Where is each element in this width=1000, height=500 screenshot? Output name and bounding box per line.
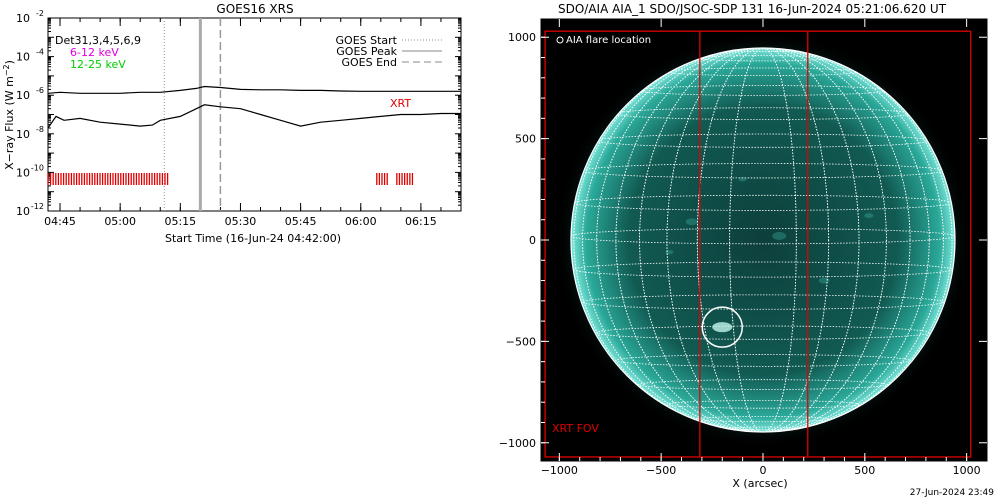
x-tick-label: 05:45: [285, 215, 317, 228]
timestamp: 27-Jun-2024 23:49: [910, 488, 994, 498]
limb-circle: [570, 47, 956, 433]
longitude-line: [696, 47, 830, 433]
latitude-line: [666, 400, 860, 409]
y-tick-label: 10: [16, 12, 30, 25]
y-tick-exponent: -6: [36, 86, 44, 95]
band-high-label: 12-25 keV: [70, 58, 126, 71]
band-low-label: 6-12 keV: [70, 46, 119, 59]
active-region: [665, 249, 674, 255]
longitude-line: [729, 47, 797, 433]
xrt-coverage-bars: [47, 173, 414, 185]
active-region: [818, 277, 830, 284]
legend-flare-circle-icon: [556, 36, 564, 44]
goes-long-curve: [47, 85, 461, 94]
x-tick-label: 500: [854, 464, 875, 477]
aia-title: SDO/AIA AIA_1 SDO/JSOC-SDP 131 16-Jun-20…: [558, 2, 947, 16]
active-region: [864, 213, 874, 219]
aia-axes: −1000 −500 0 500 1000 1000 500 0 −500 −1000: [499, 19, 987, 477]
x-tick-label: 1000: [953, 464, 981, 477]
y-tick-exponent: -10: [31, 163, 44, 172]
y-tick-label: 10: [16, 205, 30, 218]
aia-panel: SDO/AIA AIA_1 SDO/JSOC-SDP 131 16-Jun-20…: [499, 2, 994, 498]
x-tick-label: 0: [759, 464, 766, 477]
latitude-line: [573, 261, 953, 278]
longitude-line: [639, 47, 887, 433]
x-tick-label: 04:45: [44, 215, 76, 228]
x-tick-label: 05:00: [104, 215, 136, 228]
y-tick-label: −500: [506, 335, 536, 348]
y-tick-label: 10: [16, 128, 30, 141]
y-tick-label: 10: [16, 89, 30, 102]
goes-ylabel: X−ray Flux (W m−2): [2, 60, 17, 170]
x-tick-label: −500: [646, 464, 676, 477]
y-tick-label: 10: [16, 51, 30, 64]
sun-disk-fill: [570, 47, 956, 433]
longitude-line: [573, 47, 953, 433]
y-tick-exponent: -2: [36, 9, 44, 18]
x-tick-label: −1000: [541, 464, 578, 477]
x-tick-label: 05:30: [225, 215, 257, 228]
goes-short-curve: [47, 104, 461, 129]
goes-legend: GOES Start GOES Peak GOES End: [336, 34, 442, 69]
xrt-label: XRT: [390, 97, 411, 110]
flare-marker: [701, 306, 744, 348]
det-label: Det31,3,4,5,6,9: [55, 34, 141, 47]
longitude-line: [666, 47, 860, 433]
legend-goes-start: GOES Start: [336, 34, 398, 47]
y-tick-exponent: -8: [36, 125, 44, 134]
x-tick-label: 06:00: [345, 215, 377, 228]
y-tick-label: 1000: [508, 31, 536, 44]
flare-bright-core: [712, 322, 733, 333]
y-tick-exponent: -12: [31, 202, 44, 211]
longitude-line: [582, 47, 944, 433]
active-region: [772, 232, 787, 240]
y-tick-label: 0: [529, 234, 536, 247]
goes-event-lines: [163, 18, 222, 211]
latitude-line: [596, 325, 930, 340]
legend-goes-end: GOES End: [341, 56, 397, 69]
goes-curves: [47, 85, 461, 129]
y-tick-label: −1000: [499, 437, 536, 450]
y-tick-exponent: -4: [36, 48, 44, 57]
aia-legend-text: AIA flare location: [566, 35, 651, 46]
aia-xlabel: X (arcsec): [732, 477, 787, 490]
goes-title: GOES16 XRS: [216, 2, 293, 16]
goes-xlabel: Start Time (16-Jun-24 04:42:00): [165, 232, 341, 245]
latitude-line: [582, 294, 944, 310]
x-tick-label: 06:15: [405, 215, 437, 228]
active-region: [738, 176, 747, 182]
x-tick-label: 05:15: [164, 215, 196, 228]
xrt-fov-box: [544, 30, 972, 458]
active-region: [685, 218, 698, 226]
flare-location-circle: [701, 306, 744, 348]
latitude-line: [570, 228, 956, 245]
y-tick-label: 500: [515, 133, 536, 146]
y-tick-label: 10: [16, 166, 30, 179]
xrt-fov-label: XRT FOV: [552, 422, 599, 435]
xrt-fov-outer: [544, 30, 972, 458]
sun-disk: [555, 32, 971, 448]
legend-goes-peak: GOES Peak: [336, 45, 397, 58]
longitude-line: [615, 47, 911, 433]
latitude-line: [639, 379, 887, 390]
